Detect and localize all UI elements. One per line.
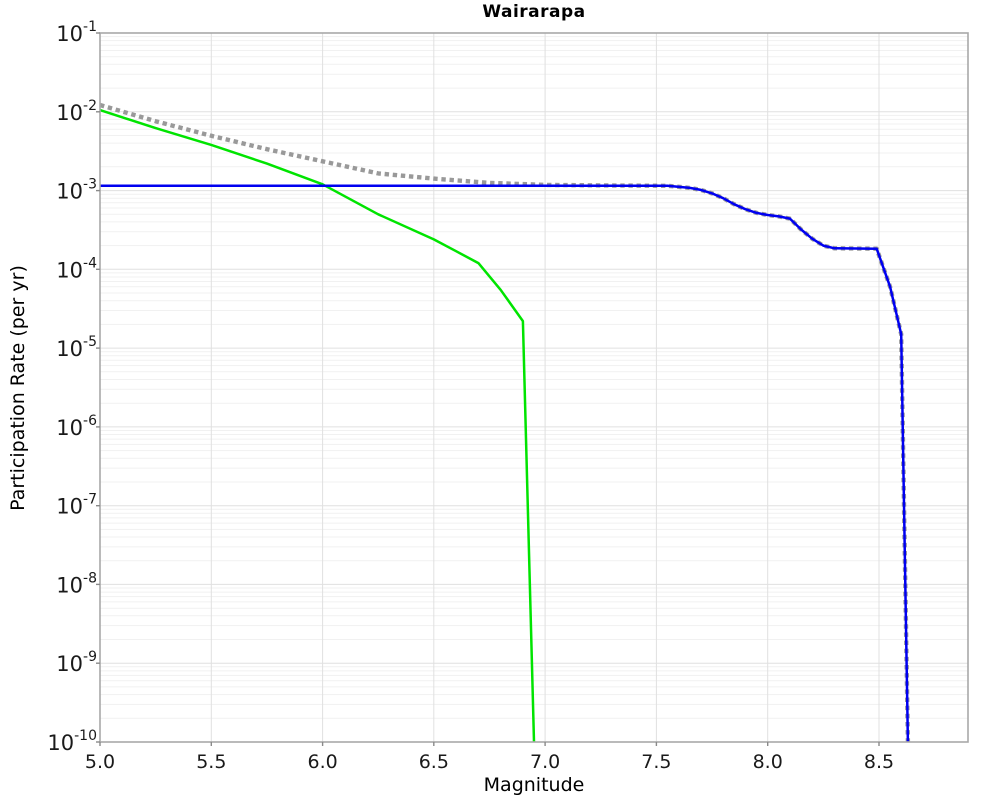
y-axis-ticks: 10-110-210-310-410-510-610-710-810-910-1… [47,19,100,755]
x-tick-label: 7.0 [530,751,560,773]
x-tick-label: 8.5 [864,751,894,773]
x-axis-ticks: 5.0 5.5 6.0 6.5 7.0 7.5 8.0 8.5 [85,742,894,773]
grid-vertical-lines [99,33,880,742]
y-tick-label: 10-2 [56,98,97,125]
x-tick-label: 6.0 [307,751,337,773]
x-tick-label: 7.5 [641,751,671,773]
y-tick-label: 10-3 [56,177,97,204]
y-tick-label: 10-8 [56,570,97,597]
y-tick-label: 10-4 [56,255,97,282]
y-tick-label: 10-5 [56,334,97,361]
x-tick-label: 5.0 [85,751,115,773]
x-tick-label: 8.0 [753,751,783,773]
y-tick-label: 10-6 [56,413,97,440]
chart-title: Wairarapa [482,2,586,22]
gray-dotted-line [99,102,911,743]
y-tick-label: 10-9 [56,649,97,676]
plot-frame [99,32,969,743]
x-tick-label: 6.5 [419,751,449,773]
y-tick-label: 10-7 [56,492,97,519]
grid-minor-lines [100,36,968,719]
grid-major-horizontal-lines [100,32,968,743]
x-axis-label: Magnitude [483,774,585,796]
green-line [99,108,536,743]
y-tick-label: 10-1 [56,19,97,46]
x-tick-label: 5.5 [196,751,226,773]
blue-line [100,184,910,743]
